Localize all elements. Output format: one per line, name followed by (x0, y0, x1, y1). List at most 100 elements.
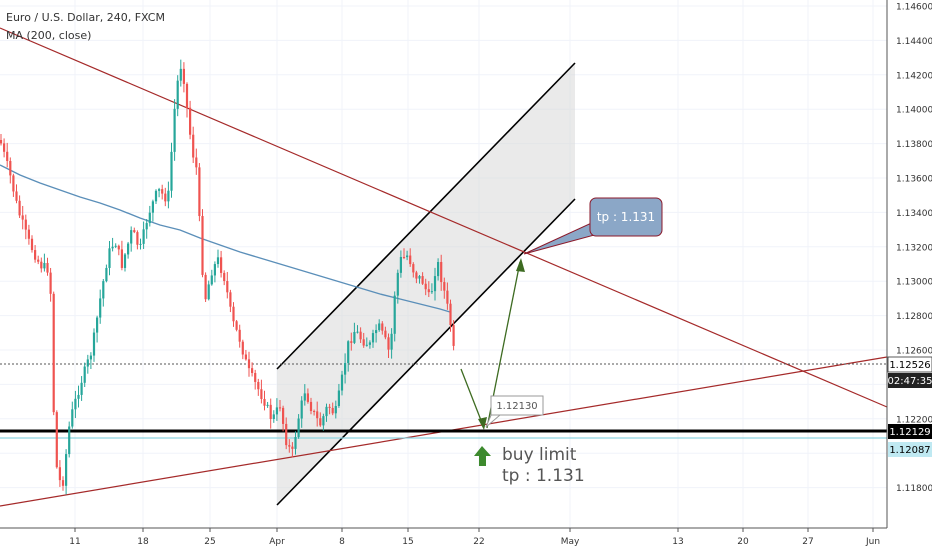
candle[interactable] (384, 326, 387, 340)
candle[interactable] (151, 199, 154, 222)
candle[interactable] (182, 62, 185, 93)
candle[interactable] (114, 243, 117, 249)
candle[interactable] (412, 262, 415, 278)
candle[interactable] (30, 235, 34, 253)
candle[interactable] (130, 226, 133, 252)
candle[interactable] (387, 333, 390, 358)
candle[interactable] (319, 412, 322, 427)
candle[interactable] (443, 277, 446, 299)
candle[interactable] (353, 322, 356, 345)
candle[interactable] (306, 388, 309, 404)
candle[interactable] (402, 248, 406, 260)
indicator-title[interactable]: MA (200, close) (6, 29, 91, 42)
candle[interactable] (139, 238, 142, 250)
candle[interactable] (260, 379, 263, 404)
candle[interactable] (0, 133, 3, 146)
candle[interactable] (71, 401, 74, 429)
candle[interactable] (12, 173, 15, 197)
candle[interactable] (316, 401, 319, 427)
candle[interactable] (195, 148, 198, 175)
candle[interactable] (257, 378, 260, 396)
candle[interactable] (235, 320, 238, 332)
candle[interactable] (179, 59, 182, 87)
candle[interactable] (105, 264, 108, 283)
candle[interactable] (365, 337, 368, 347)
candle[interactable] (55, 410, 58, 469)
candle[interactable] (337, 383, 340, 408)
channel-lower-line[interactable] (276, 198, 576, 506)
candle[interactable] (263, 390, 266, 411)
candle[interactable] (170, 142, 173, 198)
candle[interactable] (300, 396, 303, 428)
candle[interactable] (247, 351, 251, 377)
candle[interactable] (371, 329, 375, 348)
candle[interactable] (440, 254, 443, 291)
candle[interactable] (406, 250, 409, 261)
candle[interactable] (375, 324, 378, 343)
candle[interactable] (433, 267, 437, 301)
candle[interactable] (154, 189, 158, 205)
tp-callout[interactable]: tp : 1.131 (523, 197, 663, 255)
candle[interactable] (378, 319, 381, 332)
candle[interactable] (133, 227, 136, 234)
candle[interactable] (18, 195, 21, 218)
candle[interactable] (347, 340, 350, 372)
candle[interactable] (362, 332, 365, 348)
candle[interactable] (117, 244, 120, 256)
candle[interactable] (220, 250, 223, 278)
channel-upper-line[interactable] (276, 62, 576, 370)
candle[interactable] (127, 241, 130, 259)
candle[interactable] (452, 320, 455, 351)
candle[interactable] (173, 99, 176, 161)
candle[interactable] (34, 245, 37, 263)
candle[interactable] (24, 214, 27, 240)
candle[interactable] (278, 400, 282, 412)
candle[interactable] (111, 237, 114, 252)
candle[interactable] (309, 397, 313, 415)
candle[interactable] (136, 230, 139, 250)
descending-trendline[interactable] (0, 27, 888, 408)
buy-limit-annotation[interactable]: buy limit tp : 1.131 (474, 445, 585, 486)
candle[interactable] (418, 275, 421, 284)
candle[interactable] (58, 460, 61, 487)
candle[interactable] (288, 439, 291, 453)
candle[interactable] (198, 163, 201, 222)
candle[interactable] (6, 142, 9, 168)
candle[interactable] (340, 370, 344, 396)
candle[interactable] (46, 257, 49, 276)
candle[interactable] (437, 258, 440, 281)
candle[interactable] (241, 339, 244, 360)
candle[interactable] (120, 240, 123, 271)
moving-average-line[interactable] (0, 164, 451, 313)
candle[interactable] (313, 409, 316, 416)
candle[interactable] (427, 281, 430, 298)
candle[interactable] (266, 401, 269, 408)
candle[interactable] (43, 253, 46, 272)
candle[interactable] (185, 82, 189, 118)
candle[interactable] (238, 324, 241, 348)
candle[interactable] (9, 157, 12, 184)
candle[interactable] (334, 400, 337, 419)
candle[interactable] (148, 205, 151, 227)
candle[interactable] (421, 272, 424, 286)
candle[interactable] (350, 332, 353, 351)
candle[interactable] (15, 184, 18, 204)
candle[interactable] (40, 257, 43, 273)
candle[interactable] (108, 240, 111, 276)
candle[interactable] (328, 403, 331, 415)
candle[interactable] (244, 349, 247, 361)
candle[interactable] (3, 138, 6, 158)
candle[interactable] (399, 250, 402, 278)
candle[interactable] (368, 340, 371, 349)
candle[interactable] (37, 255, 40, 265)
candle[interactable] (210, 269, 213, 286)
candle[interactable] (176, 75, 179, 117)
candle[interactable] (213, 261, 216, 283)
candle[interactable] (164, 187, 167, 207)
candle[interactable] (65, 449, 68, 495)
candle[interactable] (325, 403, 328, 422)
candles[interactable] (0, 59, 455, 495)
candle[interactable] (282, 405, 285, 432)
candle[interactable] (167, 181, 170, 209)
